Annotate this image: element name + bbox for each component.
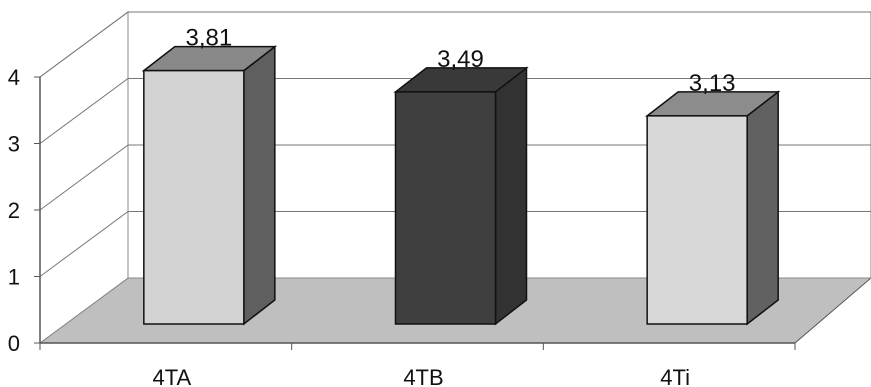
- bar-side: [494, 66, 528, 326]
- bar-front: [646, 115, 748, 325]
- data-label: 3,49: [437, 46, 484, 73]
- x-ticks: 4TA 4TB 4Ti: [39, 343, 796, 387]
- x-tick-label: 4TB: [403, 365, 443, 387]
- y-tick-label: 2: [8, 198, 20, 223]
- bar-side: [243, 45, 276, 326]
- gridline-4: [39, 11, 871, 78]
- data-label: 3,13: [689, 70, 736, 97]
- x-tick-label: 4Ti: [660, 365, 690, 387]
- y-tick-label: 3: [8, 132, 20, 157]
- gridline-3: [39, 78, 871, 144]
- x-tick-label: 4TA: [152, 365, 191, 387]
- bar-front: [143, 69, 245, 325]
- data-label: 3,81: [185, 25, 232, 52]
- bars: [141, 45, 781, 326]
- y-tick-label: 0: [8, 331, 20, 356]
- y-tick-label: 4: [8, 65, 20, 90]
- bar-front: [394, 91, 497, 325]
- bar-side: [746, 90, 779, 326]
- gridline-1: [39, 211, 871, 277]
- bar-4TA: [141, 45, 278, 326]
- data-labels: 3,81 3,49 3,13: [185, 25, 735, 97]
- gridline-2: [39, 144, 871, 211]
- y-ticks: 0 1 2 3 4: [8, 65, 40, 356]
- y-tick-label: 1: [8, 265, 20, 290]
- gridlines: [39, 11, 871, 277]
- bar-4TB: [393, 66, 529, 326]
- bar-4Ti: [644, 90, 781, 326]
